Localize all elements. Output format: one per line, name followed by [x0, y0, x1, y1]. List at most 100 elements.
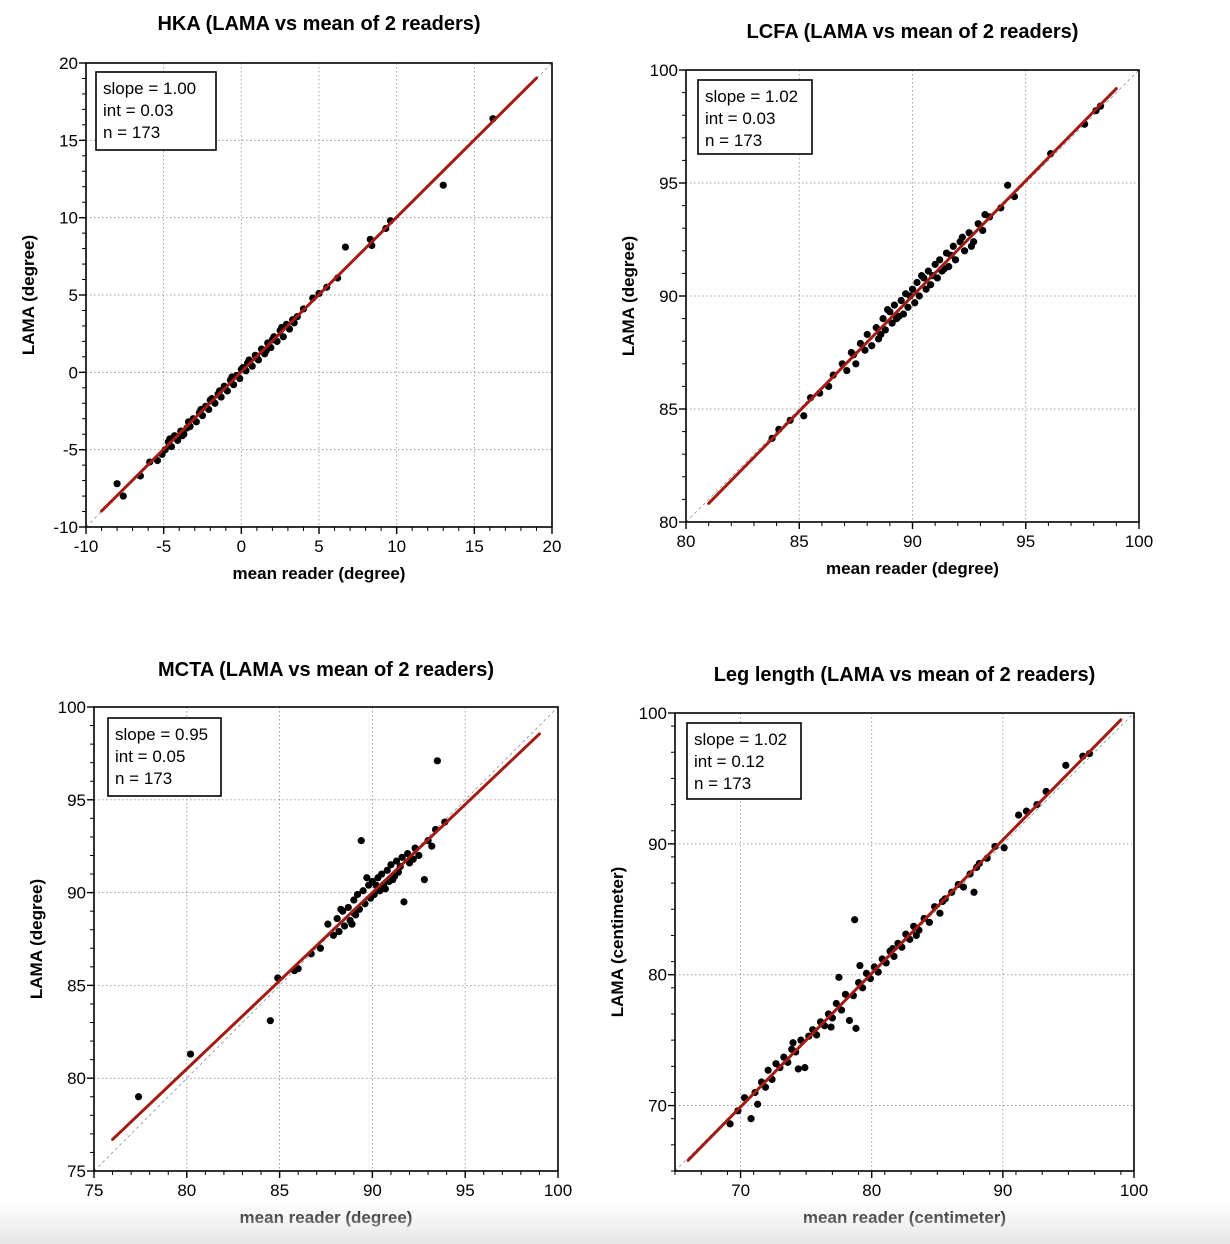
data-point	[350, 896, 358, 904]
data-point	[794, 1065, 802, 1073]
chart-panel-3: 75 80 85 90 95 100 75 80 85 90 95 100 MCTA (LAMA vs …	[27, 659, 572, 1227]
data-point	[897, 296, 905, 305]
data-point	[863, 330, 871, 339]
data-point	[959, 883, 968, 891]
data-point	[383, 866, 391, 874]
stats-line: slope = 0.95	[115, 725, 208, 744]
data-point	[913, 278, 921, 287]
data-point	[754, 1100, 762, 1108]
chart-title: Leg length (LAMA vs mean of 2 readers)	[714, 664, 1096, 686]
data-point	[832, 999, 840, 1008]
data-point	[856, 961, 864, 970]
data-point	[908, 285, 917, 293]
y-tick-label: 90	[648, 835, 667, 854]
data-point	[1014, 811, 1023, 819]
stats-line: int = 0.03	[705, 109, 775, 128]
x-tick-label: 5	[314, 537, 323, 556]
data-point	[960, 247, 969, 255]
y-tick-label: 95	[67, 791, 86, 810]
data-point	[927, 281, 935, 289]
data-point	[389, 876, 397, 884]
data-point	[433, 757, 441, 765]
data-point	[113, 480, 121, 488]
data-point	[827, 1023, 835, 1031]
data-point	[329, 931, 338, 939]
x-axis-label: mean reader (centimeter)	[803, 1208, 1006, 1227]
data-point	[333, 914, 341, 923]
data-point	[1000, 844, 1008, 852]
data-point	[951, 256, 960, 264]
y-tick-label: 95	[659, 174, 678, 193]
data-point	[981, 211, 989, 219]
x-tick-label: 95	[1016, 532, 1035, 551]
stats-line: int = 0.05	[115, 747, 185, 766]
stats-line: int = 0.12	[694, 752, 764, 771]
stats-line: n = 173	[103, 123, 160, 142]
data-point	[877, 330, 885, 339]
stats-line: slope = 1.00	[103, 79, 196, 98]
data-point	[353, 890, 362, 899]
data-point	[316, 944, 325, 952]
data-point	[392, 857, 401, 865]
identity-line	[93, 706, 559, 1172]
x-tick-label: -5	[156, 537, 171, 556]
data-point	[970, 888, 978, 896]
data-point	[341, 243, 350, 251]
x-tick-label: 0	[237, 537, 246, 556]
data-point	[344, 903, 352, 912]
data-point	[852, 360, 860, 368]
chart-panel-1: -10 -5 0 5 10 15 20 -10 -5 0 5 10 15 20 HKA (LAMA vs m…	[19, 13, 561, 583]
x-tick-label: 80	[862, 1181, 881, 1200]
data-point	[324, 920, 332, 928]
data-point	[912, 931, 920, 940]
data-point	[949, 242, 957, 250]
data-point	[888, 319, 896, 327]
data-point	[911, 299, 919, 307]
data-point	[922, 285, 930, 293]
data-point	[186, 1050, 195, 1058]
x-tick-label: 80	[177, 1181, 196, 1200]
y-tick-label: 75	[67, 1162, 86, 1181]
data-point	[266, 1017, 274, 1025]
y-tick-label: 80	[648, 966, 667, 985]
y-axis-label: LAMA (centimeter)	[608, 867, 627, 1018]
data-point	[890, 301, 898, 309]
data-point	[879, 315, 887, 323]
data-point	[936, 909, 944, 917]
data-point	[845, 1016, 854, 1025]
data-point	[357, 837, 365, 845]
x-tick-label: 15	[465, 537, 484, 556]
data-point	[967, 242, 975, 250]
x-tick-label: -10	[74, 537, 99, 556]
stats-line: n = 173	[694, 774, 751, 793]
y-tick-label: 100	[58, 698, 86, 717]
x-tick-label: 10	[387, 537, 406, 556]
data-point	[1062, 761, 1070, 769]
y-tick-label: 85	[67, 976, 86, 995]
regression-line	[111, 732, 541, 1141]
data-point	[415, 851, 423, 860]
y-tick-label: 80	[659, 513, 678, 532]
data-point	[1004, 181, 1012, 189]
data-point	[420, 876, 428, 884]
data-point	[726, 1120, 734, 1128]
data-point	[359, 887, 367, 895]
x-tick-label: 90	[363, 1181, 382, 1200]
data-point	[764, 1066, 772, 1074]
y-tick-label: 20	[59, 54, 78, 73]
data-point	[134, 1093, 143, 1101]
stats-line: slope = 1.02	[705, 87, 798, 106]
stats-box	[697, 79, 813, 155]
stats-box	[95, 71, 217, 151]
x-axis-label: mean reader (degree)	[240, 1208, 413, 1227]
x-axis-label: mean reader (degree)	[233, 564, 406, 583]
chart-panel-4: 70 80 90 100 70 80 90 100 Leg length (LAMA vs me…	[608, 664, 1148, 1227]
data-point	[958, 233, 966, 241]
x-tick-label: 20	[543, 537, 562, 556]
data-point	[398, 853, 406, 861]
data-point	[801, 1064, 809, 1072]
stats-line: slope = 1.02	[694, 730, 787, 749]
regression-line	[686, 718, 1123, 1162]
chart-title: HKA (LAMA vs mean of 2 readers)	[157, 13, 480, 35]
